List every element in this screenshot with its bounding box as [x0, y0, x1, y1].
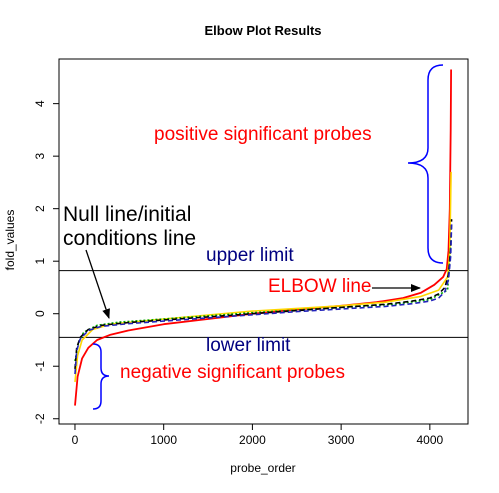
limit-lines	[59, 270, 468, 338]
y-tick-label: 2	[33, 205, 47, 212]
annotation-positive-probes: positive significant probes	[154, 124, 372, 145]
series-lines	[74, 69, 453, 406]
annotation-elbow-line: ELBOW line	[268, 276, 371, 297]
series-line-1	[74, 171, 452, 383]
annotation-lower-limit: lower limit	[206, 335, 291, 356]
series-line-3	[74, 219, 453, 369]
y-tick-label: 3	[33, 153, 47, 160]
x-axis: 0 1000 2000 3000 4000	[72, 424, 444, 447]
x-axis-label: probe_order	[230, 461, 295, 475]
y-tick-label: 1	[33, 258, 47, 265]
y-axis-label: fold_values	[3, 210, 17, 271]
annotation-null-line-1: Null line/initial	[63, 203, 191, 226]
chart-title: Elbow Plot Results	[204, 23, 321, 38]
y-tick-label: 4	[33, 100, 47, 107]
x-tick-label: 3000	[328, 433, 355, 447]
y-axis: -2 -1 0 1 2 3 4	[33, 100, 59, 424]
y-tick-label: -2	[33, 413, 47, 424]
annotation-null-line-2: conditions line	[63, 227, 196, 250]
annotation-upper-limit: upper limit	[206, 245, 294, 266]
positive-probes-brace	[407, 64, 444, 264]
negative-probes-brace	[92, 343, 110, 410]
x-tick-label: 2000	[239, 433, 266, 447]
plot-frame	[58, 58, 469, 425]
null-line-arrow	[85, 249, 110, 319]
series-line-4	[74, 224, 453, 375]
x-tick-label: 0	[72, 433, 79, 447]
y-tick-label: 0	[33, 310, 47, 317]
x-tick-label: 4000	[416, 433, 443, 447]
y-tick-label: -1	[33, 361, 47, 372]
x-tick-label: 1000	[150, 433, 177, 447]
annotation-negative-probes: negative significant probes	[120, 362, 345, 383]
